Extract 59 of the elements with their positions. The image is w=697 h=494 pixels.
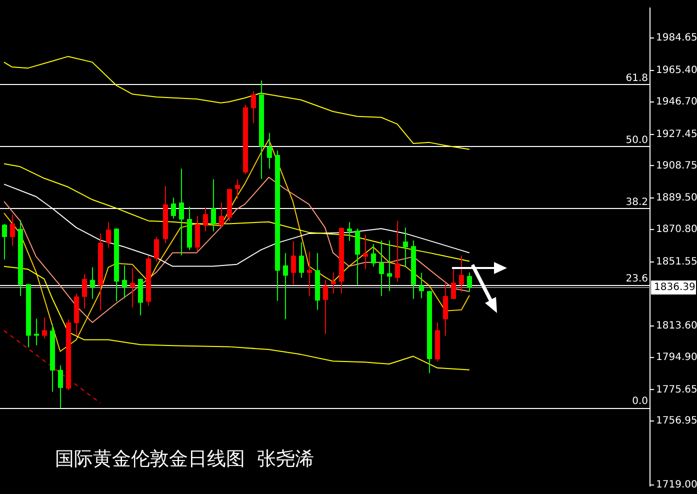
y-tick-label: 1946.70: [656, 96, 697, 108]
candlestick: [90, 266, 95, 300]
candlestick: [235, 178, 240, 200]
candlestick: [291, 240, 296, 285]
candlestick: [307, 251, 312, 297]
candlestick: [379, 240, 384, 297]
y-tick-label: 1756.95: [656, 416, 697, 427]
y-tick-label: 1719.00: [656, 480, 697, 491]
y-tick-label: 1851.55: [656, 256, 697, 268]
y-tick-label: 1794.90: [656, 352, 697, 363]
candlestick: [171, 197, 176, 220]
y-tick-label: 1927.45: [656, 128, 697, 140]
candlestick: [283, 252, 288, 320]
candlestick: [130, 268, 135, 308]
annotation: 23.6: [626, 273, 648, 284]
candlestick: [323, 279, 328, 334]
candlestick: [403, 227, 408, 267]
candlestick: [299, 242, 304, 278]
candlestick: [267, 132, 272, 170]
candlestick: [10, 214, 15, 246]
y-tick-label: 1870.80: [656, 224, 697, 236]
y-tick-label: 1813.60: [656, 320, 697, 332]
annotation: 38.2: [626, 196, 648, 208]
candlestick: [34, 318, 39, 346]
y-tick-label: 1908.75: [656, 160, 697, 172]
annotation: 0.0: [632, 396, 648, 408]
annotation: 50.0: [626, 134, 648, 146]
candlestick: [154, 236, 159, 262]
candlestick: [106, 222, 111, 248]
y-tick-label: 1889.50: [656, 192, 697, 204]
ref-line-label: 1836.39: [654, 282, 696, 294]
candlestick: [195, 215, 200, 252]
y-tick-label: 1984.65: [656, 32, 697, 44]
text: 国际黄金伦敦金日线图 张尧浠: [55, 447, 314, 472]
candlestick: [42, 317, 47, 340]
candlestick: [347, 222, 352, 242]
candlestick: [211, 178, 216, 232]
candlestick: [179, 168, 184, 256]
candlestick: [58, 364, 63, 408]
candlestick: [395, 220, 400, 282]
candlestick: [371, 244, 376, 268]
candlestick: [451, 266, 456, 300]
y-tick-label: 1775.65: [656, 384, 697, 396]
candlestick: [2, 224, 7, 260]
candlestick: [459, 254, 464, 292]
annotation: 61.8: [626, 73, 648, 84]
candlestick: [138, 278, 143, 316]
candlestick: [251, 90, 256, 124]
candlestick: [419, 272, 424, 299]
candlestick: [387, 240, 392, 292]
candlestick: [122, 264, 127, 299]
candlestick: [331, 272, 336, 294]
candlestick: [203, 206, 208, 232]
candlestick: [467, 272, 472, 292]
candlestick: [82, 274, 87, 309]
candlestick: [443, 282, 448, 336]
y-tick-label: 1965.40: [656, 65, 697, 76]
candlestick: [363, 234, 368, 270]
candlestick: [219, 202, 224, 228]
